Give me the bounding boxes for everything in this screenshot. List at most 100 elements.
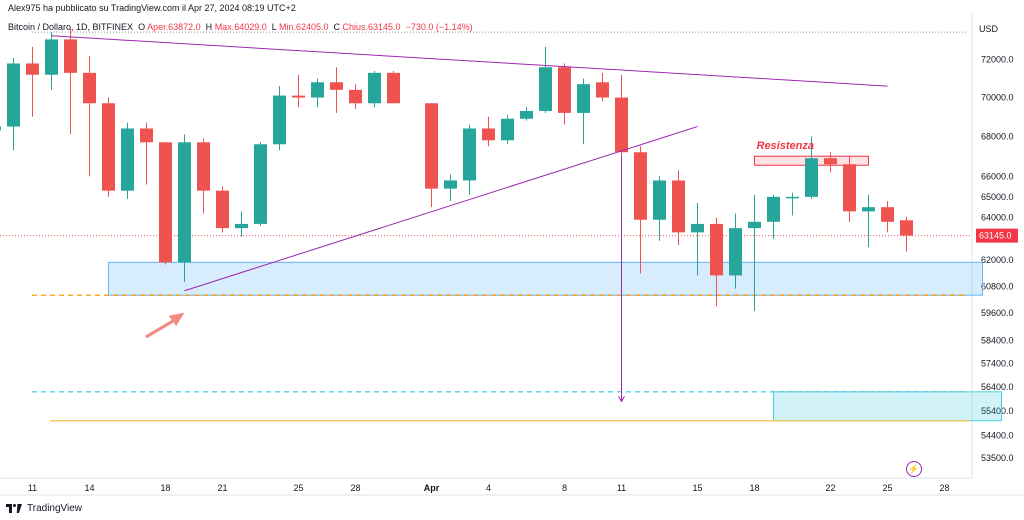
low-label: L: [271, 22, 277, 32]
x-tick-label: Apr: [424, 483, 440, 493]
candle-body: [501, 118, 514, 141]
y-tick-label: 59600.0: [981, 308, 1014, 318]
candle-body: [463, 128, 476, 181]
candle-body: [64, 39, 77, 73]
footer-brand[interactable]: TradingView: [6, 503, 82, 514]
low-value: Min.62405.0: [278, 22, 329, 32]
candle-body: [178, 142, 191, 263]
last-price-label: 63145.0: [979, 231, 1012, 241]
candle-body: [539, 67, 552, 111]
y-tick-label: 72000.0: [981, 55, 1014, 65]
candle-body: [805, 158, 818, 197]
candle-body: [235, 223, 248, 229]
x-tick-label: 15: [692, 483, 702, 493]
open-value: Aper.63872.0: [147, 22, 201, 32]
candle-body: [45, 39, 58, 75]
close-label: C: [333, 22, 341, 32]
currency-label: USD: [978, 24, 998, 34]
candle-body: [843, 164, 856, 212]
candle-body: [672, 180, 685, 233]
candle-body: [615, 97, 628, 153]
candle-body: [577, 84, 590, 113]
x-tick-label: 25: [882, 483, 892, 493]
x-tick-label: 22: [825, 483, 835, 493]
publish-info: Alex975 ha pubblicato su TradingView.com…: [8, 3, 296, 13]
y-tick-label: 58400.0: [981, 335, 1014, 345]
candle-body: [273, 95, 286, 145]
candle-body: [767, 196, 780, 222]
brand-label: TradingView: [27, 503, 83, 514]
candle-body: [311, 82, 324, 98]
candle-body: [520, 110, 533, 119]
y-tick-label: 56400.0: [981, 382, 1014, 392]
upper-trendline: [51, 35, 888, 87]
y-tick-label: 64000.0: [981, 213, 1014, 223]
x-tick-label: 28: [939, 483, 949, 493]
pointer-arrow-icon: [144, 312, 185, 339]
change-value: −730.0 (−1.14%): [405, 22, 473, 32]
high-value: Max.64029.0: [214, 22, 267, 32]
candle-body: [786, 196, 799, 199]
candle-body: [558, 67, 571, 113]
last-price-badge: [976, 228, 1018, 243]
candle-body: [444, 180, 457, 189]
candle-body: [102, 103, 115, 191]
y-tick-label: 66000.0: [981, 171, 1014, 181]
x-tick-label: 18: [160, 483, 170, 493]
candle-body: [900, 220, 913, 236]
y-tick-label: 65000.0: [981, 192, 1014, 202]
x-tick-label: 11: [617, 483, 626, 493]
projection-arrowhead: [618, 396, 625, 403]
candle-body: [748, 221, 761, 229]
candle-body: [881, 207, 894, 222]
symbol-label: Bitcoin / Dollaro, 1D, BITFINEX: [8, 22, 134, 32]
lightning-icon[interactable]: ⚡: [906, 461, 922, 477]
y-tick-label: 60800.0: [981, 281, 1014, 291]
x-tick-label: 11: [28, 483, 37, 493]
candle-body: [140, 128, 153, 143]
candle-body: [862, 207, 875, 212]
candle-body: [7, 63, 20, 127]
candle-body: [596, 82, 609, 98]
candle-body: [330, 82, 343, 90]
y-tick-label: 62000.0: [981, 255, 1014, 265]
y-tick-label: 53500.0: [981, 453, 1014, 463]
target-zone: [773, 391, 1002, 422]
candle-body: [368, 72, 381, 104]
candle-body: [349, 89, 362, 104]
candle-body: [0, 126, 1, 131]
candle-body: [691, 223, 704, 233]
high-label: H: [205, 22, 213, 32]
y-tick-label: 70000.0: [981, 93, 1014, 103]
candle-body: [197, 142, 210, 191]
x-tick-label: 21: [217, 483, 227, 493]
candle-body: [710, 223, 723, 276]
candle-body: [387, 72, 400, 104]
x-tick-label: 8: [562, 483, 567, 493]
y-tick-label: 57400.0: [981, 358, 1014, 368]
candle-body: [26, 63, 39, 75]
candle-body: [729, 228, 742, 276]
tradingview-logo-icon: [6, 504, 22, 513]
candle-body: [159, 142, 172, 263]
candle-body: [216, 190, 229, 229]
x-tick-label: 25: [293, 483, 303, 493]
y-tick-label: 55400.0: [981, 406, 1014, 416]
resistance-label: Resistenza: [757, 140, 814, 152]
x-tick-label: 18: [749, 483, 759, 493]
x-tick-label: 4: [486, 483, 491, 493]
open-label: O: [138, 22, 146, 32]
close-value: Chius.63145.0: [342, 22, 401, 32]
lower-trendline: [184, 126, 698, 292]
candle-body: [634, 152, 647, 220]
x-tick-label: 28: [350, 483, 360, 493]
candle-body: [824, 158, 837, 165]
candle-body: [83, 72, 96, 104]
candle-body: [121, 128, 134, 191]
x-tick-label: 14: [84, 483, 94, 493]
candle-body: [482, 128, 495, 141]
y-tick-label: 54400.0: [981, 430, 1014, 440]
support-zone: [108, 261, 983, 296]
candle-body: [425, 103, 438, 189]
